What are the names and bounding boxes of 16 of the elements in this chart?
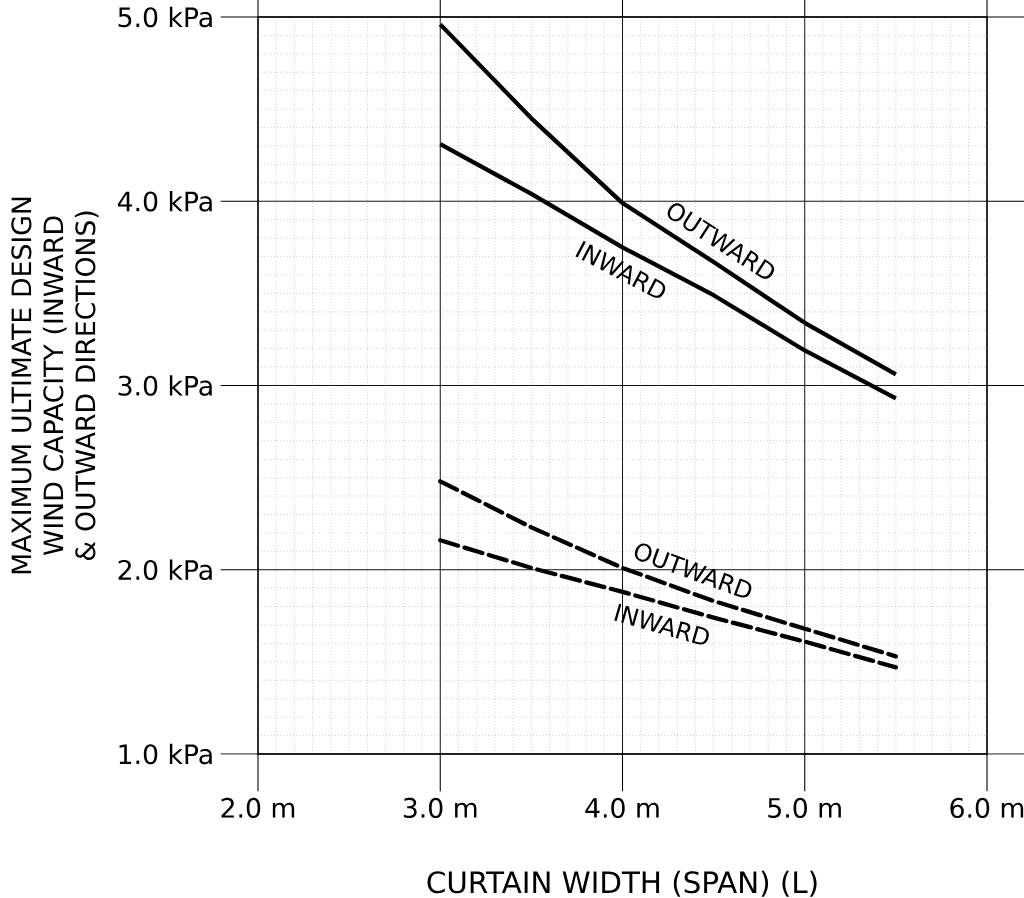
y-tick-label: 3.0 kPa bbox=[118, 375, 212, 396]
x-tick-label: 4.0 m bbox=[585, 797, 659, 818]
y-axis-title: MAXIMUM ULTIMATE DESIGN WIND CAPACITY (INWARD & OUTWARD DIRECTIONS) bbox=[11, 197, 99, 574]
line-series bbox=[438, 22, 899, 377]
y-tick-label: 2.0 kPa bbox=[118, 559, 212, 581]
line-series bbox=[438, 141, 899, 401]
x-axis-title: CURTAIN WIDTH (SPAN) (L) bbox=[427, 870, 817, 897]
x-tick-label: 3.0 m bbox=[403, 797, 477, 818]
line-series bbox=[438, 538, 899, 670]
y-tick-label: 1.0 kPa bbox=[119, 743, 212, 765]
x-tick-label: 5.0 m bbox=[768, 797, 841, 818]
y-tick-label: 4.0 kPa bbox=[117, 190, 212, 212]
line-series bbox=[438, 479, 899, 659]
x-tick-label: 2.0 m bbox=[221, 797, 295, 818]
x-tick-label: 6.0 m bbox=[950, 797, 1024, 818]
y-tick-label: 5.0 kPa bbox=[118, 6, 212, 28]
